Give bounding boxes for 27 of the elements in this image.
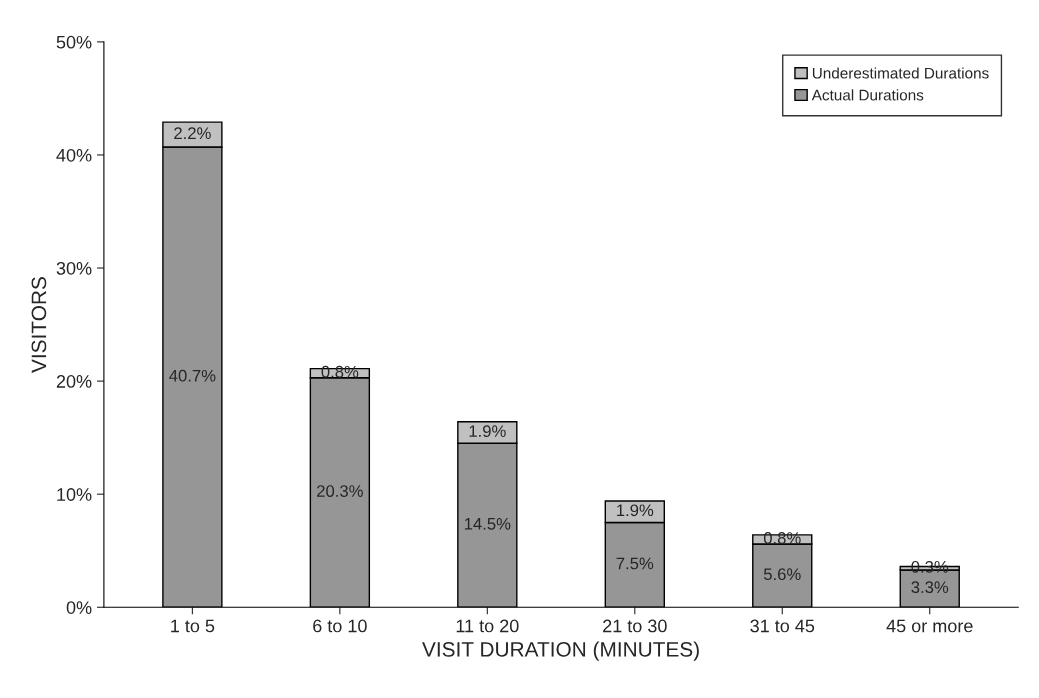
x-tick-label: 45 or more xyxy=(886,619,973,633)
x-tick-label: 21 to 30 xyxy=(603,619,667,633)
y-tick-label: 40% xyxy=(56,148,92,162)
legend-label: Underestimated Durations xyxy=(812,67,989,79)
data-label: 2.2% xyxy=(174,127,211,140)
data-label: 14.5% xyxy=(464,518,511,530)
data-label: 7.5% xyxy=(616,557,654,570)
y-axis-title: VISITORS xyxy=(31,277,47,373)
data-label: 20.3% xyxy=(317,485,363,497)
x-tick-label: 1 to 5 xyxy=(171,619,215,633)
data-label: 0.8% xyxy=(321,365,359,378)
x-tick-label: 6 to 10 xyxy=(313,619,367,633)
x-tick-label: 31 to 45 xyxy=(750,619,815,633)
data-label: 5.6% xyxy=(763,568,801,581)
y-tick-label: 10% xyxy=(57,488,92,501)
y-tick-label: 30% xyxy=(56,261,92,275)
data-label: 1.9% xyxy=(469,425,506,438)
legend-label: Actual Durations xyxy=(811,89,924,101)
x-tick-label: 11 to 20 xyxy=(456,619,519,633)
y-tick-label: 0% xyxy=(66,601,92,614)
data-label: 3.3% xyxy=(911,581,949,594)
x-axis-title: VISIT DURATION (MINUTES) xyxy=(422,641,699,661)
y-tick-label: 20% xyxy=(56,375,92,388)
data-label: 1.9% xyxy=(617,504,654,517)
data-label: 0.3% xyxy=(911,560,949,573)
y-tick-label: 50% xyxy=(56,35,92,49)
data-label: 40.7% xyxy=(169,369,216,382)
